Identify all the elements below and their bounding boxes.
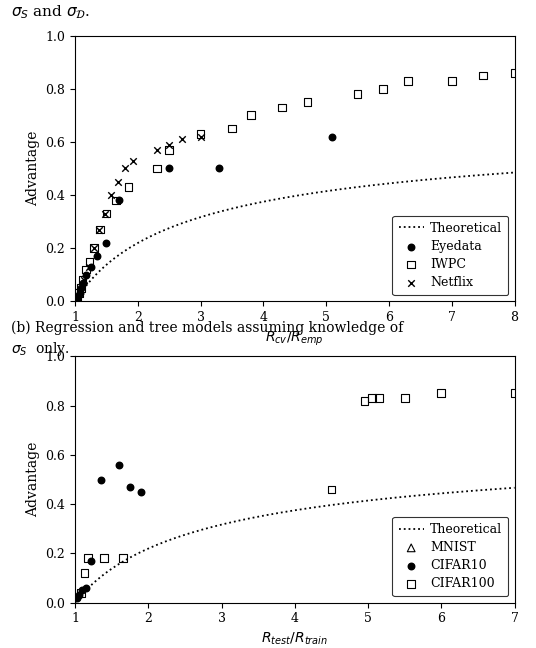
CIFAR10 — [81, 583, 90, 593]
IWPC — [152, 163, 161, 174]
Eyedata — [77, 283, 86, 293]
Line: Theoretical: Theoretical — [75, 488, 515, 603]
IWPC — [353, 89, 362, 99]
Eyedata — [115, 195, 123, 205]
IWPC — [90, 243, 98, 253]
Eyedata — [74, 291, 83, 301]
CIFAR100 — [80, 568, 89, 578]
Theoretical — [189, 216, 195, 224]
IWPC — [404, 76, 412, 86]
Y-axis label: Advantage: Advantage — [26, 131, 40, 206]
CIFAR10 — [137, 487, 145, 497]
Eyedata — [215, 163, 224, 174]
IWPC — [85, 257, 94, 267]
IWPC — [448, 76, 456, 86]
Theoretical — [474, 172, 480, 179]
Eyedata — [86, 262, 95, 272]
Theoretical — [90, 580, 96, 588]
X-axis label: $R_{cv}/R_{emp}$: $R_{cv}/R_{emp}$ — [265, 330, 324, 348]
Theoretical — [474, 487, 480, 494]
Theoretical — [511, 168, 518, 176]
Theoretical — [153, 541, 160, 549]
CIFAR100 — [84, 553, 93, 564]
Netflix — [177, 134, 186, 145]
X-axis label: $R_{test}/R_{train}$: $R_{test}/R_{train}$ — [262, 631, 328, 647]
IWPC — [96, 224, 105, 235]
CIFAR100 — [375, 393, 383, 404]
Netflix — [95, 224, 103, 235]
Theoretical — [189, 529, 195, 537]
CIFAR100 — [360, 395, 369, 406]
CIFAR10 — [115, 459, 123, 470]
Theoretical — [511, 484, 518, 492]
CIFAR10 — [87, 555, 95, 566]
Eyedata — [82, 270, 91, 280]
Eyedata — [73, 294, 81, 304]
CIFAR100 — [118, 553, 127, 564]
Theoretical — [489, 170, 496, 178]
CIFAR100 — [327, 484, 336, 494]
Eyedata — [76, 288, 84, 299]
Netflix — [121, 163, 130, 174]
IWPC — [102, 209, 111, 219]
CIFAR100 — [77, 588, 85, 598]
IWPC — [247, 110, 255, 121]
Netflix — [101, 209, 109, 219]
Netflix — [165, 139, 174, 150]
Netflix — [114, 177, 122, 187]
Theoretical — [90, 274, 96, 282]
IWPC — [77, 283, 85, 293]
CIFAR10 — [78, 585, 87, 596]
IWPC — [278, 102, 287, 113]
Legend: Theoretical, Eyedata, IWPC, Netflix: Theoretical, Eyedata, IWPC, Netflix — [392, 216, 508, 295]
Netflix — [90, 243, 98, 253]
IWPC — [78, 275, 87, 285]
Theoretical — [72, 297, 78, 305]
CIFAR100 — [510, 388, 519, 399]
Netflix — [152, 145, 161, 155]
IWPC — [228, 123, 236, 133]
Theoretical — [98, 572, 105, 580]
Netflix — [129, 156, 137, 166]
Text: (b) Regression and tree models assuming knowledge of: (b) Regression and tree models assuming … — [11, 321, 403, 335]
Theoretical — [72, 599, 78, 607]
Eyedata — [102, 238, 111, 248]
Y-axis label: Advantage: Advantage — [26, 442, 40, 517]
IWPC — [479, 70, 487, 80]
CIFAR10 — [73, 592, 81, 603]
CIFAR100 — [437, 388, 445, 399]
Line: Theoretical: Theoretical — [75, 172, 515, 301]
IWPC — [303, 97, 311, 107]
IWPC — [81, 264, 90, 275]
Netflix — [107, 190, 116, 200]
IWPC — [196, 129, 205, 139]
Eyedata — [165, 163, 174, 174]
Netflix — [76, 286, 84, 296]
IWPC — [165, 145, 174, 155]
Theoretical — [153, 229, 160, 237]
Eyedata — [79, 277, 87, 288]
CIFAR100 — [100, 553, 109, 564]
Netflix — [80, 275, 89, 285]
IWPC — [111, 195, 120, 205]
IWPC — [510, 67, 519, 78]
CIFAR100 — [367, 393, 376, 404]
Text: $\sigma_S$ and $\sigma_\mathcal{D}$.: $\sigma_S$ and $\sigma_\mathcal{D}$. — [11, 3, 90, 21]
Theoretical — [98, 265, 105, 273]
Eyedata — [328, 132, 337, 142]
CIFAR10 — [75, 590, 84, 601]
CIFAR10 — [96, 474, 105, 485]
IWPC — [378, 84, 387, 94]
Netflix — [196, 132, 205, 142]
CIFAR10 — [125, 481, 134, 492]
IWPC — [73, 294, 81, 304]
Netflix — [85, 262, 93, 272]
IWPC — [124, 182, 133, 192]
IWPC — [75, 288, 83, 299]
Eyedata — [93, 251, 101, 261]
Text: $\sigma_S$  only.: $\sigma_S$ only. — [11, 340, 70, 358]
Theoretical — [489, 485, 496, 493]
Legend: Theoretical, MNIST, CIFAR10, CIFAR100: Theoretical, MNIST, CIFAR10, CIFAR100 — [392, 517, 508, 596]
CIFAR100 — [400, 393, 409, 404]
